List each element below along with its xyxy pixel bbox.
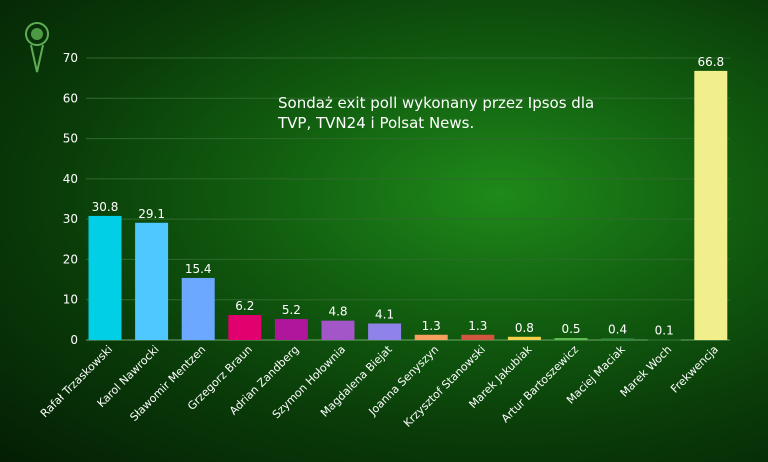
bar-value-label: 0.1 — [655, 324, 674, 338]
bar — [88, 215, 122, 340]
bar-value-label: 0.4 — [608, 322, 627, 336]
bar-value-label: 0.8 — [515, 321, 534, 335]
bar — [414, 334, 448, 340]
bar — [228, 315, 262, 340]
bar-value-label: 0.5 — [561, 322, 580, 336]
bar-value-label: 1.3 — [468, 319, 487, 333]
bar — [181, 277, 215, 340]
bar-value-label: 15.4 — [185, 262, 212, 276]
bar-value-label: 4.1 — [375, 307, 394, 321]
bar-value-label: 1.3 — [422, 319, 441, 333]
bar — [694, 70, 728, 341]
category-label: Artur Bartoszewicz — [499, 343, 581, 425]
y-tick-label: 20 — [63, 252, 78, 266]
bar-value-label: 4.8 — [328, 305, 347, 319]
bar-value-label: 66.8 — [697, 55, 724, 69]
y-tick-label: 50 — [63, 132, 78, 146]
y-tick-label: 40 — [63, 172, 78, 186]
bar-value-label: 5.2 — [282, 303, 301, 317]
y-tick-label: 30 — [63, 212, 78, 226]
bar — [461, 334, 495, 340]
bar — [274, 319, 308, 340]
bar — [554, 337, 588, 340]
chart-title-line-2: TVP, TVN24 i Polsat News. — [277, 114, 474, 132]
logo-icon — [25, 22, 49, 73]
bar-value-label: 29.1 — [138, 207, 165, 221]
bar-value-label: 6.2 — [235, 299, 254, 313]
category-label: Frekwencja — [668, 343, 721, 396]
y-tick-label: 60 — [63, 91, 78, 105]
bar — [135, 222, 169, 340]
chart-title-line-1: Sondaż exit poll wykonany przez Ipsos dl… — [278, 94, 594, 112]
y-tick-label: 0 — [70, 333, 78, 347]
y-tick-label: 10 — [63, 293, 78, 307]
y-tick-label: 70 — [63, 51, 78, 65]
bar-value-label: 30.8 — [92, 200, 119, 214]
bar — [647, 339, 681, 341]
bar — [507, 336, 541, 340]
category-label: Krzysztof Stanowski — [401, 343, 488, 430]
bar — [321, 320, 355, 340]
bar — [368, 323, 402, 340]
bar — [601, 338, 635, 340]
